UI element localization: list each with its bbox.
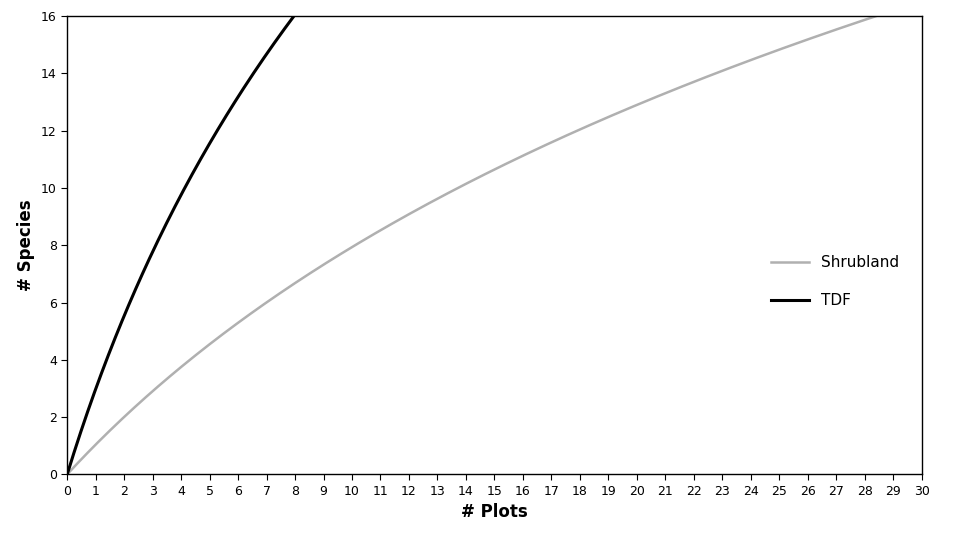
Y-axis label: # Species: # Species (17, 199, 36, 291)
TDF (61, 471, 73, 478)
Shrubland (468, 177, 479, 183)
Shrubland (524, 149, 536, 156)
Shrubland (761, 51, 773, 57)
Line: Shrubland: Shrubland (67, 1, 922, 474)
Shrubland (472, 175, 484, 181)
Legend: Shrubland, TDF: Shrubland, TDF (765, 250, 905, 314)
Shrubland (896, 5, 907, 11)
Shrubland (61, 471, 73, 478)
Line: TDF: TDF (67, 0, 922, 474)
Shrubland (570, 128, 582, 135)
Shrubland (916, 0, 927, 4)
X-axis label: # Plots: # Plots (461, 503, 528, 521)
